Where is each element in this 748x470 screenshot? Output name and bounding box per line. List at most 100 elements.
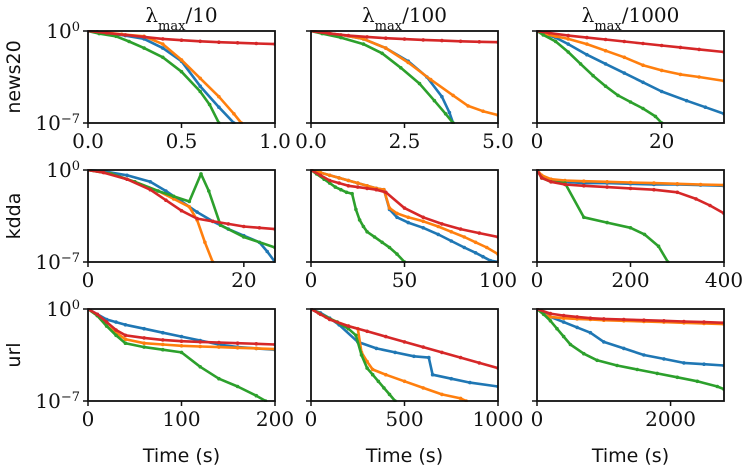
data-point	[114, 320, 118, 324]
data-point	[156, 189, 160, 193]
series-line-4	[537, 308, 724, 325]
data-point	[402, 340, 407, 344]
x-tick-label: 2000	[645, 407, 696, 431]
data-point	[548, 319, 553, 323]
data-point	[217, 376, 221, 381]
data-point	[195, 216, 199, 221]
data-point	[387, 245, 392, 250]
data-point	[548, 311, 553, 316]
row-label-news20: news20	[3, 40, 25, 113]
data-point	[235, 346, 240, 350]
data-point	[428, 77, 433, 82]
data-point	[142, 35, 146, 39]
data-point	[655, 371, 659, 376]
data-point	[566, 50, 570, 54]
data-point	[553, 39, 558, 44]
x-tick-label: 20	[649, 129, 674, 153]
data-point	[603, 84, 608, 88]
data-point	[421, 38, 426, 42]
data-point	[466, 104, 470, 108]
data-point	[257, 226, 262, 230]
data-point	[427, 355, 431, 360]
data-point	[641, 63, 645, 67]
data-point	[318, 173, 323, 178]
data-point	[566, 33, 570, 38]
data-point	[327, 181, 332, 185]
data-point	[161, 330, 165, 335]
data-point	[622, 71, 627, 75]
data-point	[104, 31, 109, 35]
data-point	[354, 333, 358, 338]
data-point	[477, 231, 482, 235]
data-point	[161, 347, 165, 352]
axes-frame	[87, 30, 276, 124]
data-point	[395, 211, 399, 216]
data-point	[473, 251, 478, 255]
y-tick-label: 100	[46, 19, 80, 43]
data-point	[575, 325, 579, 330]
data-point	[161, 42, 165, 46]
data-point	[481, 109, 485, 113]
subplot-kdda-3: 0 200 400	[531, 169, 743, 292]
series-line-4	[88, 169, 275, 231]
data-point	[254, 346, 259, 351]
x-tick-label: 1.0	[259, 129, 291, 153]
axes-frame	[536, 30, 725, 124]
x-tick-label: 50	[392, 268, 417, 292]
data-point	[370, 372, 375, 377]
data-point	[123, 33, 128, 37]
series-line-4	[311, 169, 498, 239]
data-point	[161, 338, 165, 342]
data-point	[339, 187, 343, 192]
data-point	[161, 342, 165, 347]
data-point	[485, 245, 489, 250]
data-point	[715, 384, 720, 389]
data-point	[380, 51, 384, 56]
x-tick-label: 2.5	[389, 129, 421, 153]
data-point	[393, 350, 397, 355]
data-point	[376, 379, 381, 384]
data-point	[417, 81, 422, 86]
data-point	[365, 329, 369, 334]
data-point	[142, 326, 146, 331]
subplot-url-3: 0 2000	[531, 308, 725, 431]
series-line-3	[88, 30, 221, 124]
data-point	[662, 319, 666, 323]
data-point	[235, 384, 240, 389]
series-line-2	[88, 30, 243, 124]
data-point	[652, 187, 656, 192]
data-point	[458, 227, 463, 231]
data-point	[421, 226, 426, 230]
data-point	[555, 326, 559, 331]
data-point	[585, 42, 589, 46]
data-point	[595, 358, 599, 363]
data-point	[361, 224, 366, 229]
data-point	[684, 98, 689, 103]
x-tick-label: 0	[305, 407, 318, 431]
x-tick-label: 1000	[473, 407, 524, 431]
x-tick-label: 5.0	[482, 129, 514, 153]
data-point	[217, 340, 221, 345]
data-point	[566, 37, 570, 41]
x-axis-label-1: Time (s)	[142, 445, 220, 467]
data-point	[114, 34, 118, 39]
data-point	[436, 224, 441, 229]
data-point	[568, 342, 573, 347]
data-point	[561, 320, 566, 324]
data-point	[588, 316, 593, 321]
data-point	[582, 215, 586, 220]
y-tick-label: 10−7	[35, 389, 80, 413]
data-point	[561, 334, 566, 339]
data-point	[628, 180, 633, 185]
data-point	[104, 324, 109, 328]
data-point	[123, 333, 128, 338]
data-point	[374, 187, 379, 192]
data-point	[179, 344, 184, 348]
data-point	[242, 235, 246, 239]
data-point	[187, 199, 192, 204]
row-label-url: url	[3, 342, 25, 367]
data-point	[641, 106, 645, 111]
data-point	[337, 181, 341, 185]
data-point	[104, 320, 109, 324]
data-point	[698, 182, 703, 187]
